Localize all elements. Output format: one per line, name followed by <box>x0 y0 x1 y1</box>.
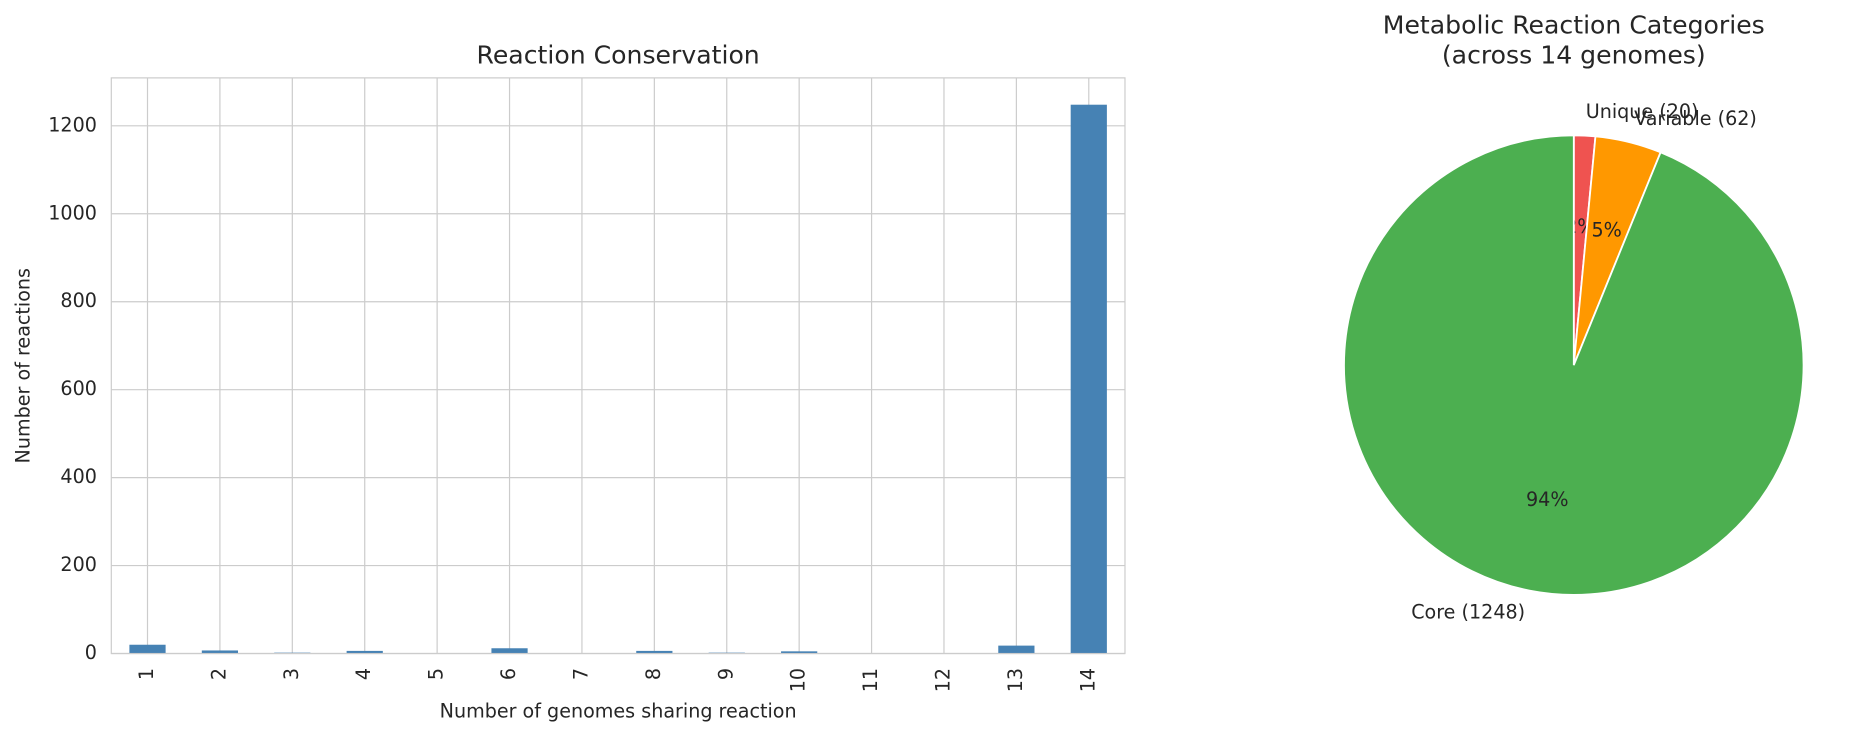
y-axis-label: Number of reactions <box>11 268 34 463</box>
y-tick-label: 400 <box>60 465 97 488</box>
x-tick-label: 13 <box>1004 668 1027 692</box>
x-tick-label: 11 <box>859 668 882 692</box>
x-tick-label: 3 <box>280 668 303 680</box>
slice-label: Unique (20) <box>1586 100 1699 123</box>
x-tick-label: 6 <box>497 668 520 680</box>
bar <box>201 650 239 654</box>
y-tick-label: 1000 <box>48 201 97 224</box>
pie-slice <box>1343 134 1805 596</box>
x-tick-label: 1 <box>135 668 158 680</box>
x-tick-label: 9 <box>714 668 737 680</box>
y-tick-label: 0 <box>85 641 97 664</box>
x-tick-label: 14 <box>1076 668 1099 692</box>
pct-label: 5% <box>1592 219 1622 242</box>
slice-label: Core (1248) <box>1411 601 1525 624</box>
bar <box>346 650 383 654</box>
chart-title: (across 14 genomes) <box>1442 40 1706 69</box>
y-tick-label: 800 <box>60 289 97 312</box>
bar <box>491 648 528 654</box>
bar <box>998 645 1035 654</box>
bar <box>781 651 818 654</box>
y-tick-label: 200 <box>60 553 97 576</box>
chart-title: Reaction Conservation <box>477 40 760 69</box>
x-tick-label: 7 <box>569 668 592 680</box>
bar <box>636 650 673 654</box>
x-tick-label: 10 <box>787 668 810 692</box>
bar <box>129 644 166 654</box>
chart-title: Metabolic Reaction Categories <box>1383 10 1765 39</box>
x-tick-label: 12 <box>931 668 954 692</box>
x-tick-label: 5 <box>425 668 448 680</box>
x-tick-label: 2 <box>207 668 230 680</box>
bar <box>1070 104 1107 654</box>
y-tick-label: 600 <box>60 377 97 400</box>
pct-label: 94% <box>1526 488 1569 511</box>
x-tick-label: 8 <box>642 668 665 680</box>
x-axis-label: Number of genomes sharing reaction <box>440 700 797 723</box>
y-tick-label: 1200 <box>48 113 97 136</box>
slice-label: Variable (62) <box>1634 107 1757 130</box>
x-tick-label: 4 <box>352 668 375 680</box>
plot-frame <box>110 77 1126 655</box>
